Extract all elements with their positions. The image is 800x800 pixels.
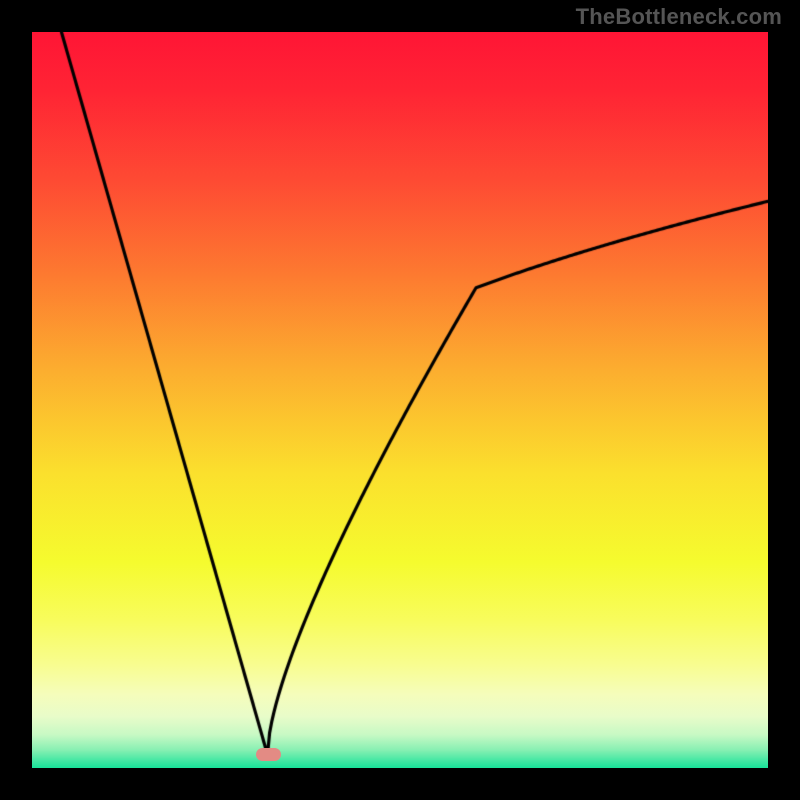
optimal-point-marker <box>256 748 281 761</box>
bottleneck-v-curve-chart <box>32 32 768 768</box>
watermark-text: TheBottleneck.com <box>576 4 782 30</box>
chart-frame: TheBottleneck.com <box>0 0 800 800</box>
